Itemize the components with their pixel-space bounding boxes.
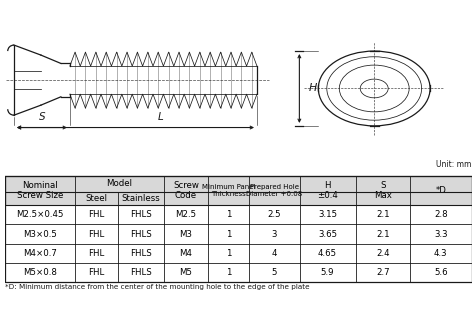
Text: 1: 1 <box>226 210 231 219</box>
Text: FHL: FHL <box>89 268 105 277</box>
Text: M2.5: M2.5 <box>175 210 197 219</box>
Text: M4×0.7: M4×0.7 <box>23 249 57 258</box>
Text: FHLS: FHLS <box>130 249 152 258</box>
Text: 3: 3 <box>272 229 277 239</box>
Bar <box>75 175 164 192</box>
Text: M5: M5 <box>180 268 192 277</box>
Bar <box>356 175 410 205</box>
Text: 4.3: 4.3 <box>434 249 447 258</box>
Text: 2.1: 2.1 <box>376 229 390 239</box>
Text: M2.5×0.45: M2.5×0.45 <box>16 210 64 219</box>
Text: H: H <box>309 83 317 94</box>
Text: 2.8: 2.8 <box>434 210 447 219</box>
Text: 1: 1 <box>226 229 231 239</box>
Text: M5×0.8: M5×0.8 <box>23 268 57 277</box>
Text: H
±0.4: H ±0.4 <box>317 181 338 200</box>
Text: S: S <box>38 112 45 122</box>
Text: FHLS: FHLS <box>130 210 152 219</box>
Text: Prepared Hole
Diameter +0.08: Prepared Hole Diameter +0.08 <box>246 184 302 197</box>
Bar <box>75 192 118 205</box>
Bar <box>300 175 356 205</box>
Text: *D: *D <box>435 186 446 195</box>
Text: 2.4: 2.4 <box>376 249 390 258</box>
Text: Minimum Panel
Thickness: Minimum Panel Thickness <box>202 184 255 197</box>
Bar <box>410 175 472 205</box>
Text: 5.9: 5.9 <box>321 268 334 277</box>
Bar <box>164 175 208 205</box>
Text: FHL: FHL <box>89 210 105 219</box>
Bar <box>118 192 164 205</box>
Text: Stainless: Stainless <box>122 194 161 203</box>
Text: 2.1: 2.1 <box>376 210 390 219</box>
Text: L: L <box>157 112 163 122</box>
Text: 4: 4 <box>272 249 277 258</box>
Text: FHL: FHL <box>89 229 105 239</box>
Text: 3.15: 3.15 <box>318 210 337 219</box>
Text: 5: 5 <box>272 268 277 277</box>
Text: Model: Model <box>106 179 132 188</box>
Text: Nominal
Screw Size: Nominal Screw Size <box>17 181 63 200</box>
Text: 5.6: 5.6 <box>434 268 447 277</box>
Text: 1: 1 <box>226 249 231 258</box>
Bar <box>249 175 300 205</box>
Text: 4.65: 4.65 <box>318 249 337 258</box>
Text: Steel: Steel <box>86 194 108 203</box>
Bar <box>208 175 249 205</box>
Text: *D: Minimum distance from the center of the mounting hole to the edge of the pla: *D: Minimum distance from the center of … <box>5 284 310 290</box>
Text: FHLS: FHLS <box>130 268 152 277</box>
Text: 2.5: 2.5 <box>268 210 281 219</box>
Text: FHLS: FHLS <box>130 229 152 239</box>
Text: Screw
Code: Screw Code <box>173 181 199 200</box>
Text: 1: 1 <box>226 268 231 277</box>
Text: FHL: FHL <box>89 249 105 258</box>
Text: 3.65: 3.65 <box>318 229 337 239</box>
Text: M4: M4 <box>180 249 192 258</box>
Text: 3.3: 3.3 <box>434 229 447 239</box>
Text: M3: M3 <box>180 229 192 239</box>
Text: S
Max: S Max <box>374 181 392 200</box>
Bar <box>5 175 75 205</box>
Text: M3×0.5: M3×0.5 <box>23 229 57 239</box>
Text: 2.7: 2.7 <box>376 268 390 277</box>
Bar <box>5 175 472 282</box>
Text: Unit: mm: Unit: mm <box>436 160 472 169</box>
